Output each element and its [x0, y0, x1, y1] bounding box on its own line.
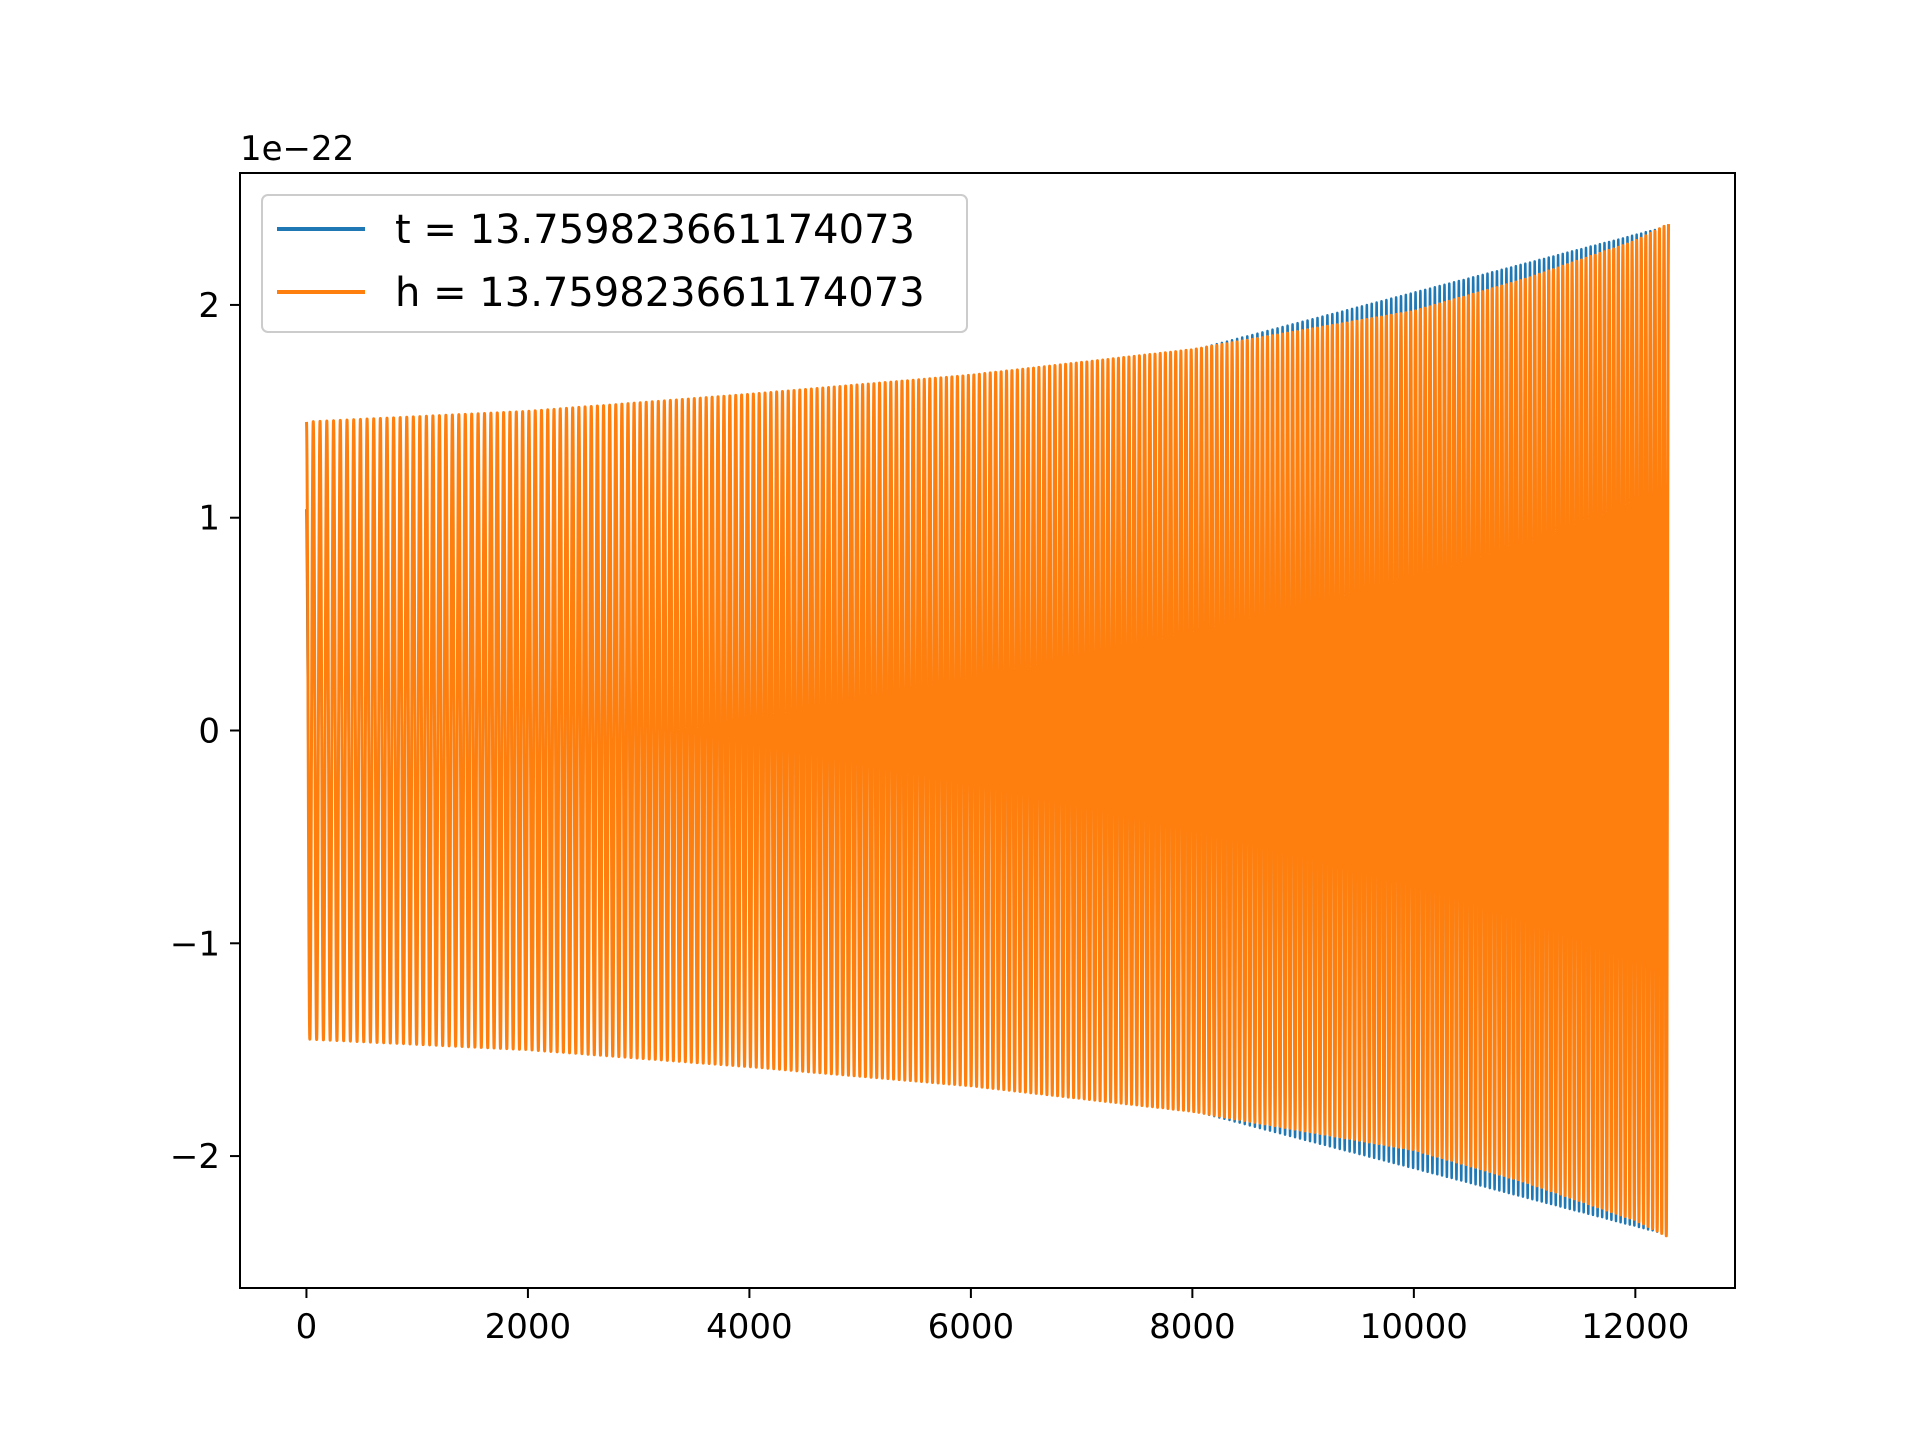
y-tick-label: 0 — [198, 712, 220, 752]
x-tick-label: 12000 — [1581, 1307, 1689, 1347]
y-offset-label: 1e−22 — [240, 129, 354, 169]
legend: t = 13.759823661174073 h = 13.7598236611… — [261, 194, 968, 333]
legend-label-h: h = 13.759823661174073 — [395, 270, 925, 316]
x-tick-label: 4000 — [706, 1307, 793, 1347]
x-tick-label: 2000 — [485, 1307, 572, 1347]
x-tick-label: 6000 — [928, 1307, 1015, 1347]
x-axis: 0 2000 4000 6000 8000 10000 12000 — [296, 1288, 1689, 1347]
y-tick-label: −2 — [170, 1137, 220, 1177]
x-tick-label: 10000 — [1360, 1307, 1468, 1347]
y-tick-label: −1 — [170, 924, 220, 964]
y-tick-label: 2 — [198, 286, 220, 326]
y-tick-label: 1 — [198, 499, 220, 539]
series-layer — [304, 224, 1671, 1238]
series-line-h — [304, 224, 1671, 1238]
legend-label-t: t = 13.759823661174073 — [395, 207, 915, 253]
legend-frame — [261, 194, 968, 333]
x-tick-label: 0 — [296, 1307, 318, 1347]
x-tick-label: 8000 — [1149, 1307, 1236, 1347]
y-axis: −2 −1 0 1 2 — [170, 286, 240, 1177]
